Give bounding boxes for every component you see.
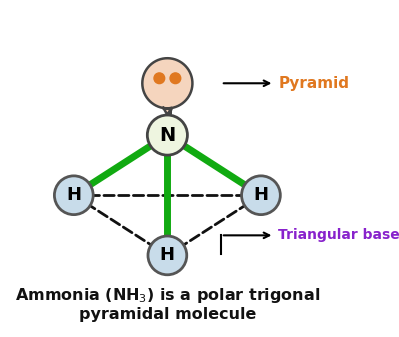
Text: Ammonia (NH$_3$) is a polar trigonal
pyramidal molecule: Ammonia (NH$_3$) is a polar trigonal pyr… [15, 286, 320, 322]
Circle shape [241, 176, 280, 215]
Polygon shape [142, 58, 192, 130]
Circle shape [148, 236, 187, 275]
Circle shape [147, 115, 188, 155]
Text: H: H [66, 186, 81, 204]
Text: H: H [253, 186, 269, 204]
Circle shape [154, 73, 165, 84]
Text: H: H [160, 246, 175, 265]
Circle shape [54, 176, 93, 215]
Circle shape [170, 73, 181, 84]
Text: Triangular base: Triangular base [279, 228, 399, 242]
Text: N: N [159, 126, 176, 145]
Text: Pyramid: Pyramid [279, 76, 350, 91]
